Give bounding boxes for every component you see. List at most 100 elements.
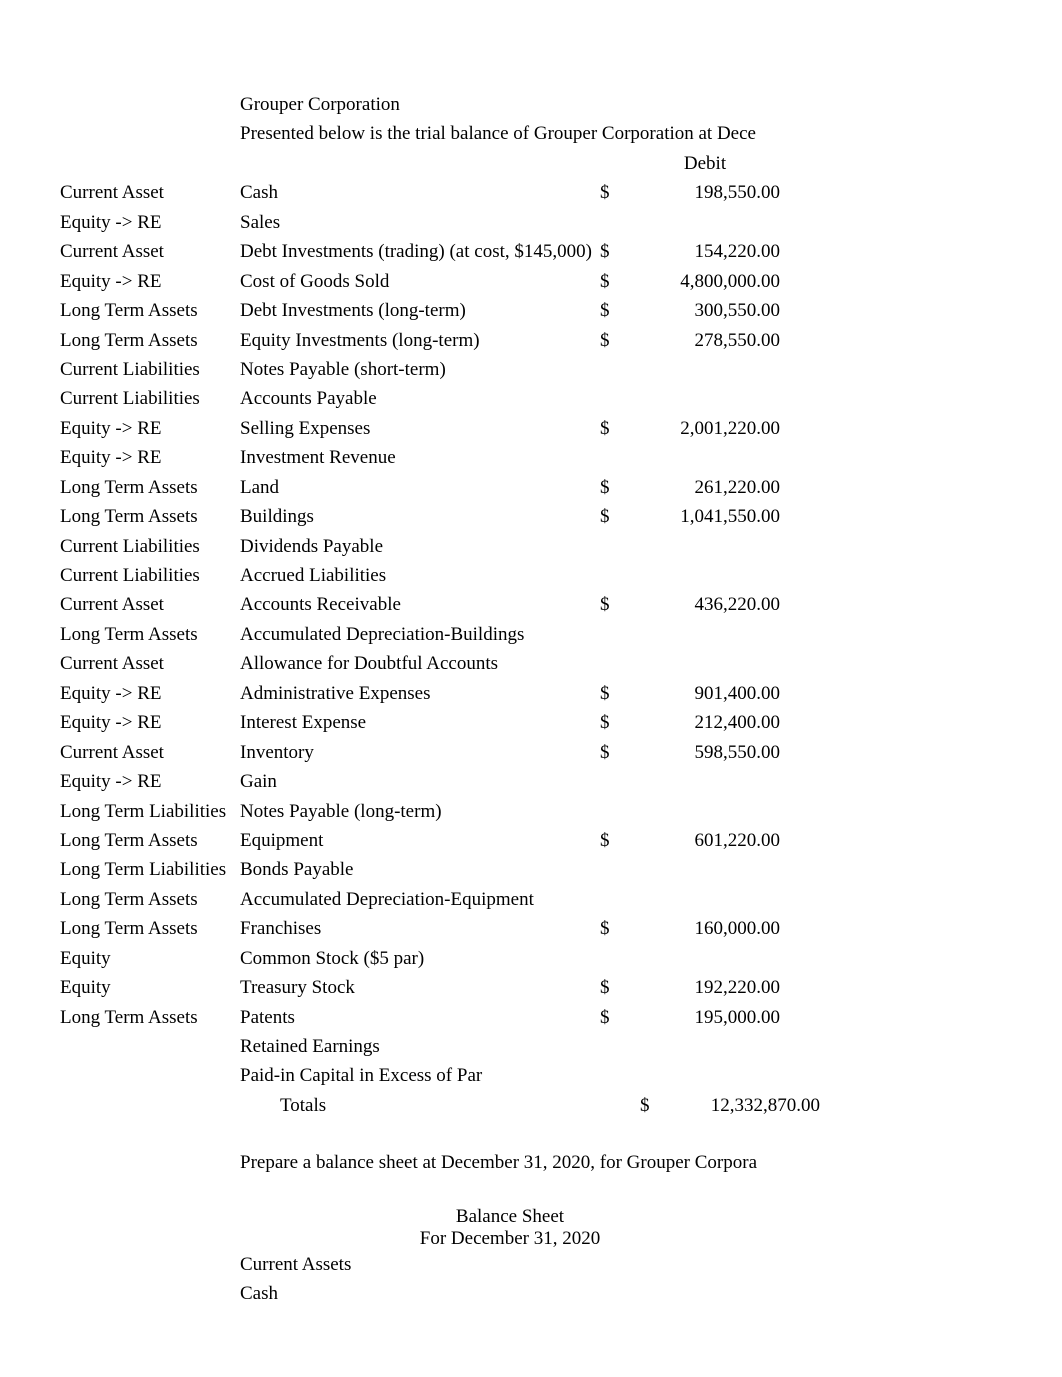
totals-row: Totals $ 12,332,870.00 bbox=[60, 1091, 1002, 1120]
currency-symbol: $ bbox=[600, 502, 630, 531]
currency-symbol: $ bbox=[600, 973, 630, 1002]
category-cell: Current Asset bbox=[60, 590, 240, 619]
amount-cell: 154,220.00 bbox=[630, 237, 780, 266]
amount-cell: 598,550.00 bbox=[630, 738, 780, 767]
table-row: Long Term AssetsAccumulated Depreciation… bbox=[60, 620, 1002, 649]
description-cell: Notes Payable (long-term) bbox=[240, 797, 600, 826]
category-cell: Equity -> RE bbox=[60, 208, 240, 237]
description-cell: Accounts Receivable bbox=[240, 590, 600, 619]
table-row: EquityTreasury Stock$192,220.00 bbox=[60, 973, 1002, 1002]
table-row: Long Term AssetsFranchises$160,000.00 bbox=[60, 914, 1002, 943]
table-row: Current LiabilitiesDividends Payable bbox=[60, 532, 1002, 561]
table-row: Long Term AssetsAccumulated Depreciation… bbox=[60, 885, 1002, 914]
category-cell: Equity bbox=[60, 944, 240, 973]
category-cell: Current Liabilities bbox=[60, 355, 240, 384]
bs-cash-row: Cash bbox=[60, 1279, 1002, 1308]
table-row: Long Term AssetsLand$261,220.00 bbox=[60, 473, 1002, 502]
table-row: Long Term AssetsEquity Investments (long… bbox=[60, 326, 1002, 355]
category-cell: Current Asset bbox=[60, 237, 240, 266]
amount-cell: 212,400.00 bbox=[630, 708, 780, 737]
amount-cell: 4,800,000.00 bbox=[630, 267, 780, 296]
table-row: Current AssetCash$198,550.00 bbox=[60, 178, 1002, 207]
description-cell: Bonds Payable bbox=[240, 855, 600, 884]
currency-symbol: $ bbox=[600, 178, 630, 207]
category-cell: Long Term Assets bbox=[60, 885, 240, 914]
category-cell: Long Term Assets bbox=[60, 473, 240, 502]
table-row: Equity -> RECost of Goods Sold$4,800,000… bbox=[60, 267, 1002, 296]
category-cell: Equity -> RE bbox=[60, 267, 240, 296]
table-row: Current LiabilitiesAccounts Payable bbox=[60, 384, 1002, 413]
table-row: Long Term AssetsDebt Investments (long-t… bbox=[60, 296, 1002, 325]
currency-symbol: $ bbox=[600, 326, 630, 355]
description-cell: Equipment bbox=[240, 826, 600, 855]
description-cell: Treasury Stock bbox=[240, 973, 600, 1002]
table-row: Long Term AssetsBuildings$1,041,550.00 bbox=[60, 502, 1002, 531]
category-cell: Equity -> RE bbox=[60, 414, 240, 443]
description-cell: Interest Expense bbox=[240, 708, 600, 737]
currency-symbol: $ bbox=[600, 237, 630, 266]
currency-symbol: $ bbox=[600, 708, 630, 737]
amount-cell: 195,000.00 bbox=[630, 1003, 780, 1032]
amount-cell: 160,000.00 bbox=[630, 914, 780, 943]
intro-row: Presented below is the trial balance of … bbox=[60, 119, 1002, 148]
category-cell: Long Term Assets bbox=[60, 326, 240, 355]
description-cell: Notes Payable (short-term) bbox=[240, 355, 600, 384]
category-cell: Current Liabilities bbox=[60, 384, 240, 413]
description-cell: Investment Revenue bbox=[240, 443, 600, 472]
amount-cell: 601,220.00 bbox=[630, 826, 780, 855]
debit-header: Debit bbox=[630, 149, 780, 178]
description-cell: Retained Earnings bbox=[240, 1032, 600, 1061]
currency-symbol: $ bbox=[600, 826, 630, 855]
amount-cell: 1,041,550.00 bbox=[630, 502, 780, 531]
description-cell: Equity Investments (long-term) bbox=[240, 326, 600, 355]
totals-amount: 12,332,870.00 bbox=[670, 1091, 820, 1120]
category-cell: Long Term Assets bbox=[60, 502, 240, 531]
intro-text: Presented below is the trial balance of … bbox=[240, 119, 780, 148]
description-cell: Accrued Liabilities bbox=[240, 561, 600, 590]
table-row: Current LiabilitiesAccrued Liabilities bbox=[60, 561, 1002, 590]
description-cell: Allowance for Doubtful Accounts bbox=[240, 649, 600, 678]
description-cell: Inventory bbox=[240, 738, 600, 767]
amount-cell: 300,550.00 bbox=[630, 296, 780, 325]
table-row: Equity -> REAdministrative Expenses$901,… bbox=[60, 679, 1002, 708]
description-cell: Paid-in Capital in Excess of Par bbox=[240, 1061, 600, 1090]
amount-cell: 192,220.00 bbox=[630, 973, 780, 1002]
currency-symbol: $ bbox=[600, 414, 630, 443]
table-row: EquityCommon Stock ($5 par) bbox=[60, 944, 1002, 973]
description-cell: Cash bbox=[240, 178, 600, 207]
amount-cell: 261,220.00 bbox=[630, 473, 780, 502]
amount-cell: 2,001,220.00 bbox=[630, 414, 780, 443]
table-row: Equity -> REInterest Expense$212,400.00 bbox=[60, 708, 1002, 737]
currency-symbol: $ bbox=[600, 296, 630, 325]
currency-symbol: $ bbox=[600, 914, 630, 943]
currency-symbol: $ bbox=[640, 1091, 670, 1120]
description-cell: Accounts Payable bbox=[240, 384, 600, 413]
company-row: Grouper Corporation bbox=[60, 90, 1002, 119]
bs-current-assets-row: Current Assets bbox=[60, 1250, 1002, 1279]
description-cell: Accumulated Depreciation-Equipment bbox=[240, 885, 600, 914]
category-cell: Current Liabilities bbox=[60, 561, 240, 590]
document-page: Grouper Corporation Presented below is t… bbox=[0, 0, 1062, 1369]
description-cell: Accumulated Depreciation-Buildings bbox=[240, 620, 600, 649]
category-cell: Long Term Assets bbox=[60, 914, 240, 943]
description-cell: Cost of Goods Sold bbox=[240, 267, 600, 296]
table-row: Current LiabilitiesNotes Payable (short-… bbox=[60, 355, 1002, 384]
category-cell: Long Term Assets bbox=[60, 296, 240, 325]
description-cell: Land bbox=[240, 473, 600, 502]
gap bbox=[60, 1178, 1002, 1206]
table-row: Retained Earnings bbox=[60, 1032, 1002, 1061]
description-cell: Sales bbox=[240, 208, 600, 237]
table-row: Long Term AssetsPatents$195,000.00 bbox=[60, 1003, 1002, 1032]
description-cell: Gain bbox=[240, 767, 600, 796]
prepare-text: Prepare a balance sheet at December 31, … bbox=[240, 1148, 780, 1177]
table-row: Long Term AssetsEquipment$601,220.00 bbox=[60, 826, 1002, 855]
category-cell: Current Asset bbox=[60, 178, 240, 207]
currency-symbol: $ bbox=[600, 679, 630, 708]
totals-label: Totals bbox=[240, 1091, 640, 1120]
amount-cell: 436,220.00 bbox=[630, 590, 780, 619]
balance-sheet-date: For December 31, 2020 bbox=[240, 1228, 780, 1250]
category-cell: Equity -> RE bbox=[60, 443, 240, 472]
description-cell: Selling Expenses bbox=[240, 414, 600, 443]
amount-cell: 278,550.00 bbox=[630, 326, 780, 355]
category-cell: Long Term Assets bbox=[60, 620, 240, 649]
